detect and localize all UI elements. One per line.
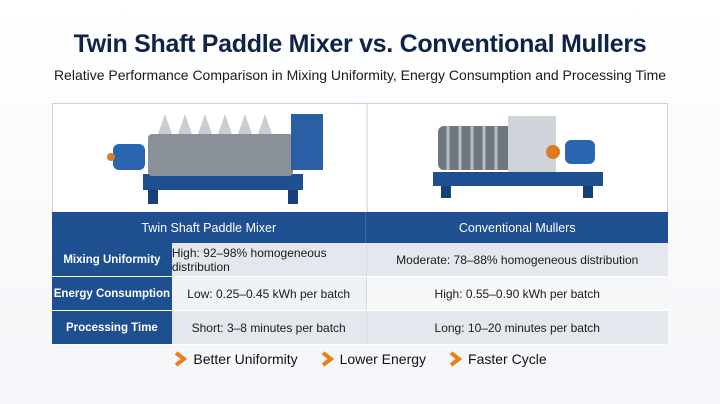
cell: Low: 0.25–0.45 kWh per batch — [171, 277, 366, 310]
chevron — [321, 351, 334, 367]
footer-item: Lower Energy — [320, 351, 426, 367]
comparison-table: Twin Shaft Paddle Mixer Conventional Mul… — [52, 212, 669, 345]
cell: Short: 3–8 minutes per batch — [171, 311, 366, 344]
muller-illustration — [433, 116, 603, 198]
row-label: Processing Time — [52, 311, 172, 344]
title: Twin Shaft Paddle Mixer vs. Conventional… — [73, 30, 647, 58]
footer-label: Faster Cycle — [468, 351, 547, 367]
footer-label: Lower Energy — [339, 351, 427, 367]
footer-item: Faster Cycle — [448, 351, 547, 367]
footer-item: Better Uniformity — [173, 351, 298, 367]
cell: High: 92–98% homogeneous distribution — [171, 243, 366, 276]
chevron — [175, 351, 188, 367]
table-body: Mixing Uniformity High: 92–98% homogeneou… — [52, 243, 669, 345]
cell: Long: 10–20 minutes per batch — [365, 311, 669, 344]
row-label: Mixing Uniformity — [52, 243, 172, 276]
chevron-icon — [321, 351, 334, 367]
paddle-mixer-illustration — [107, 114, 323, 204]
machine-images — [52, 103, 668, 213]
footer-label: Better Uniformity — [193, 351, 298, 367]
cell: High: 0.55–0.90 kWh per batch — [365, 277, 669, 310]
chevron — [449, 351, 463, 367]
table-header: Twin Shaft Paddle Mixer Conventional Mul… — [52, 212, 668, 243]
table-row: Energy Consumption Low: 0.25–0.45 kWh per… — [52, 277, 669, 311]
cell: Moderate: 78–88% homogeneous distributio… — [365, 243, 669, 276]
illustrations — [107, 104, 603, 213]
table-row: Mixing Uniformity High: 92–98% homogeneou… — [52, 243, 669, 277]
row-label: Energy Consumption — [52, 277, 172, 310]
chevron-icon — [449, 351, 463, 367]
chevron-icon — [175, 351, 188, 367]
column-header: Conventional Mullers — [365, 212, 668, 243]
footer: Better Uniformity Lower Energy Faster Cycl… — [0, 351, 720, 367]
column-header: Twin Shaft Paddle Mixer — [141, 220, 277, 235]
table-row: Processing Time Short: 3–8 minutes per ba… — [52, 311, 669, 345]
subtitle: Relative Performance Comparison in Mixin… — [53, 67, 667, 83]
